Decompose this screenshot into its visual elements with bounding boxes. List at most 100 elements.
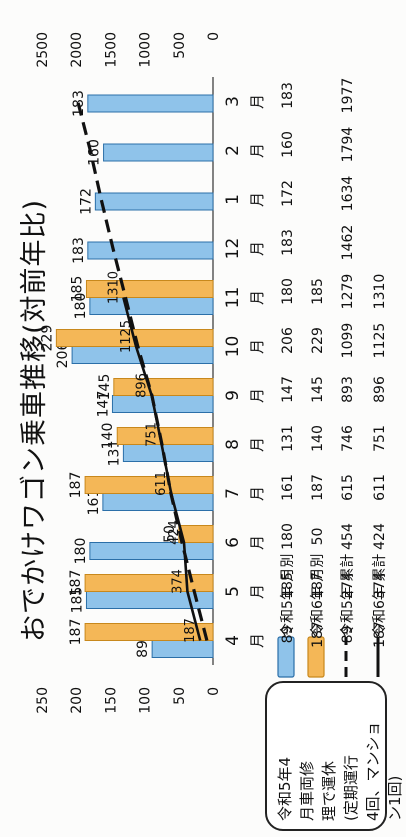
legend-label: 令和6年 月別 xyxy=(310,554,326,637)
data-table-cell: 180 xyxy=(280,523,296,550)
x-category-unit: 月 xyxy=(248,584,266,599)
data-table-cell: 374 xyxy=(372,572,388,599)
bar-label-r5: 172 xyxy=(78,188,94,215)
bar-label-r5: 180 xyxy=(73,538,89,565)
bar-r5-monthly xyxy=(151,640,214,658)
bar-r6-monthly xyxy=(84,574,214,592)
bar-r6-monthly xyxy=(84,476,214,494)
bar-r6-monthly xyxy=(116,427,214,445)
data-table-cell: 746 xyxy=(340,425,356,452)
bar-r5-monthly xyxy=(111,395,214,413)
data-table-cell: 161 xyxy=(280,474,296,501)
bar-label-r6: 145 xyxy=(97,374,113,401)
bar-label-r5: 131 xyxy=(106,440,122,467)
y-right-tick-label: 500 xyxy=(172,32,188,59)
bar-label-r5: 147 xyxy=(95,391,111,418)
cumulative-label: 751 xyxy=(145,422,160,447)
data-table-cell: 896 xyxy=(372,376,388,403)
bar-r6-monthly xyxy=(84,623,214,641)
data-table-cell: 1634 xyxy=(340,176,356,212)
data-table-cell: 172 xyxy=(280,180,296,207)
y-left-tick-label: 150 xyxy=(103,687,119,714)
cumulative-label: 424 xyxy=(167,520,182,545)
data-table-cell: 1794 xyxy=(340,127,356,163)
bar-label-r5: 161 xyxy=(86,489,102,516)
x-category-label: 11 xyxy=(223,287,243,309)
bar-label-r6: 187 xyxy=(68,472,84,499)
legend-swatch-r5-monthly xyxy=(277,636,295,678)
bar-r5-monthly xyxy=(102,493,214,511)
bar-label-r6: 187 xyxy=(68,619,84,646)
bar-r5-monthly xyxy=(94,192,214,211)
x-category-unit: 月 xyxy=(248,192,266,207)
cumulative-label: 896 xyxy=(135,373,150,398)
data-table-cell: 229 xyxy=(310,327,326,354)
x-category-label: 9 xyxy=(223,390,243,401)
y-right-tick-label: 1500 xyxy=(103,32,119,68)
bar-label-r6: 185 xyxy=(69,276,85,303)
x-category-unit: 月 xyxy=(248,633,266,648)
data-table-cell: 424 xyxy=(372,523,388,550)
bar-label-r5: 185 xyxy=(69,587,85,614)
data-table-cell: 147 xyxy=(280,376,296,403)
data-table-cell: 180 xyxy=(280,278,296,305)
data-table-cell: 1099 xyxy=(340,323,356,359)
x-category-unit: 月 xyxy=(248,339,266,354)
x-category-label: 10 xyxy=(223,336,243,358)
bar-label-r5: 206 xyxy=(55,342,71,369)
bar-r5-monthly xyxy=(87,94,214,113)
x-category-label: 1 xyxy=(223,194,243,205)
data-table-cell: 160 xyxy=(280,131,296,158)
data-table-cell: 140 xyxy=(310,425,326,452)
y-right-tick-label: 0 xyxy=(206,32,222,41)
data-table-cell: 187 xyxy=(310,572,326,599)
data-table-cell: 89 xyxy=(280,626,296,644)
cumulative-label: 374 xyxy=(170,569,185,594)
bar-label-r5: 180 xyxy=(73,293,89,320)
legend-label: 令和6年 累計 xyxy=(372,554,388,637)
data-table-cell: 183 xyxy=(280,229,296,256)
bar-r6-monthly xyxy=(85,280,214,298)
data-table-cell: 1977 xyxy=(340,78,356,114)
x-category-unit: 月 xyxy=(248,290,266,305)
data-table-cell: 50 xyxy=(310,528,326,546)
bar-r5-monthly xyxy=(122,444,214,462)
x-category-label: 7 xyxy=(223,488,243,499)
bar-label-r6: 50 xyxy=(162,525,178,543)
bar-r5-monthly xyxy=(87,241,214,260)
legend-label: 令和5年 月別 xyxy=(280,554,296,637)
x-category-label: 3 xyxy=(223,96,243,107)
data-table-cell: 89 xyxy=(340,626,356,644)
x-category-unit: 月 xyxy=(248,94,266,109)
cumulative-label: 1125 xyxy=(119,320,134,353)
data-table-cell: 751 xyxy=(372,425,388,452)
data-table-cell: 131 xyxy=(280,425,296,452)
x-category-label: 2 xyxy=(223,145,243,156)
x-category-unit: 月 xyxy=(248,241,266,256)
data-table-cell: 185 xyxy=(280,572,296,599)
bar-r6-monthly xyxy=(113,378,214,396)
bar-label-r5: 89 xyxy=(135,640,151,658)
data-table-cell: 611 xyxy=(372,474,388,501)
x-category-unit: 月 xyxy=(248,388,266,403)
x-category-label: 4 xyxy=(223,635,243,646)
y-left-tick-label: 100 xyxy=(138,687,154,714)
x-category-label: 12 xyxy=(223,238,243,260)
data-table-cell: 187 xyxy=(372,621,388,648)
data-table-cell: 145 xyxy=(310,376,326,403)
y-left-tick-label: 50 xyxy=(172,687,188,705)
data-table-cell: 183 xyxy=(280,82,296,109)
y-right-tick-label: 1000 xyxy=(138,32,154,68)
y-right-tick-label: 2000 xyxy=(69,32,85,68)
x-category-unit: 月 xyxy=(248,143,266,158)
x-category-unit: 月 xyxy=(248,437,266,452)
data-table-cell: 187 xyxy=(310,474,326,501)
legend-label: 令和5年 累計 xyxy=(340,554,356,637)
cumulative-label: 187 xyxy=(183,618,198,643)
data-table-cell: 454 xyxy=(340,523,356,550)
y-right-tick-label: 2500 xyxy=(35,32,51,68)
x-category-unit: 月 xyxy=(248,535,266,550)
